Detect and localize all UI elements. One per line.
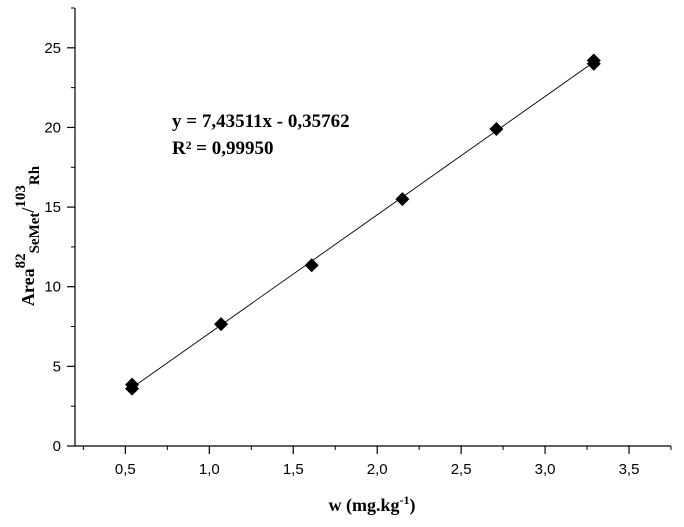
x-axis-title: w (mg.kg-1) xyxy=(329,493,416,516)
data-point-diamond xyxy=(395,192,410,207)
y-tick-label: 15 xyxy=(44,199,61,216)
x-tick-label: 1,5 xyxy=(283,461,304,478)
data-point-diamond xyxy=(489,122,504,137)
x-axis-title-sup: -1 xyxy=(400,493,410,507)
axes xyxy=(74,8,671,447)
x-axis-title-main: w (mg.kg xyxy=(329,495,400,516)
y-tick-label: 0 xyxy=(53,438,61,455)
r-squared-value: R² = 0,99950 xyxy=(172,138,274,159)
data-point-diamond xyxy=(304,258,319,273)
x-tick-label: 1,0 xyxy=(199,461,220,478)
y-axis-title-sub2: Rh xyxy=(27,165,43,185)
x-tick-label: 0,5 xyxy=(115,461,136,478)
x-tick-label: 3,0 xyxy=(535,461,556,478)
data-point-diamond xyxy=(214,317,229,332)
linear-fit-line xyxy=(131,61,595,389)
data-points xyxy=(125,53,601,396)
y-axis-title-sup2: 103 xyxy=(13,185,29,208)
y-tick-label: 5 xyxy=(53,358,61,375)
x-tick-label: 2,0 xyxy=(367,461,388,478)
y-tick-label: 25 xyxy=(44,40,61,57)
y-axis-title: Area82SeMet/103Rh xyxy=(13,165,43,306)
x-axis-title-close: ) xyxy=(410,495,416,516)
ticks: 0,5 1,0 1,5 2,0 2,5 3,0 3,5 0 5 10 15 20 25 xyxy=(44,7,672,478)
data-point-diamond xyxy=(586,53,601,68)
y-tick-label: 20 xyxy=(44,119,61,136)
y-axis-title-sup1: 82 xyxy=(13,253,29,268)
y-tick-label: 10 xyxy=(44,279,61,296)
y-axis-title-sub1: SeMet xyxy=(27,213,43,254)
data-point-diamond xyxy=(125,377,140,392)
fit-line-group xyxy=(131,61,595,389)
equation-annotation: y = 7,43511x - 0,35762 R² = 0,99950 xyxy=(172,111,350,159)
y-axis-title-slash: / xyxy=(18,207,38,214)
y-axis-title-base: Area xyxy=(18,268,38,306)
x-tick-label: 2,5 xyxy=(451,461,472,478)
regression-equation: y = 7,43511x - 0,35762 xyxy=(172,111,350,132)
x-tick-label: 3,5 xyxy=(619,461,640,478)
